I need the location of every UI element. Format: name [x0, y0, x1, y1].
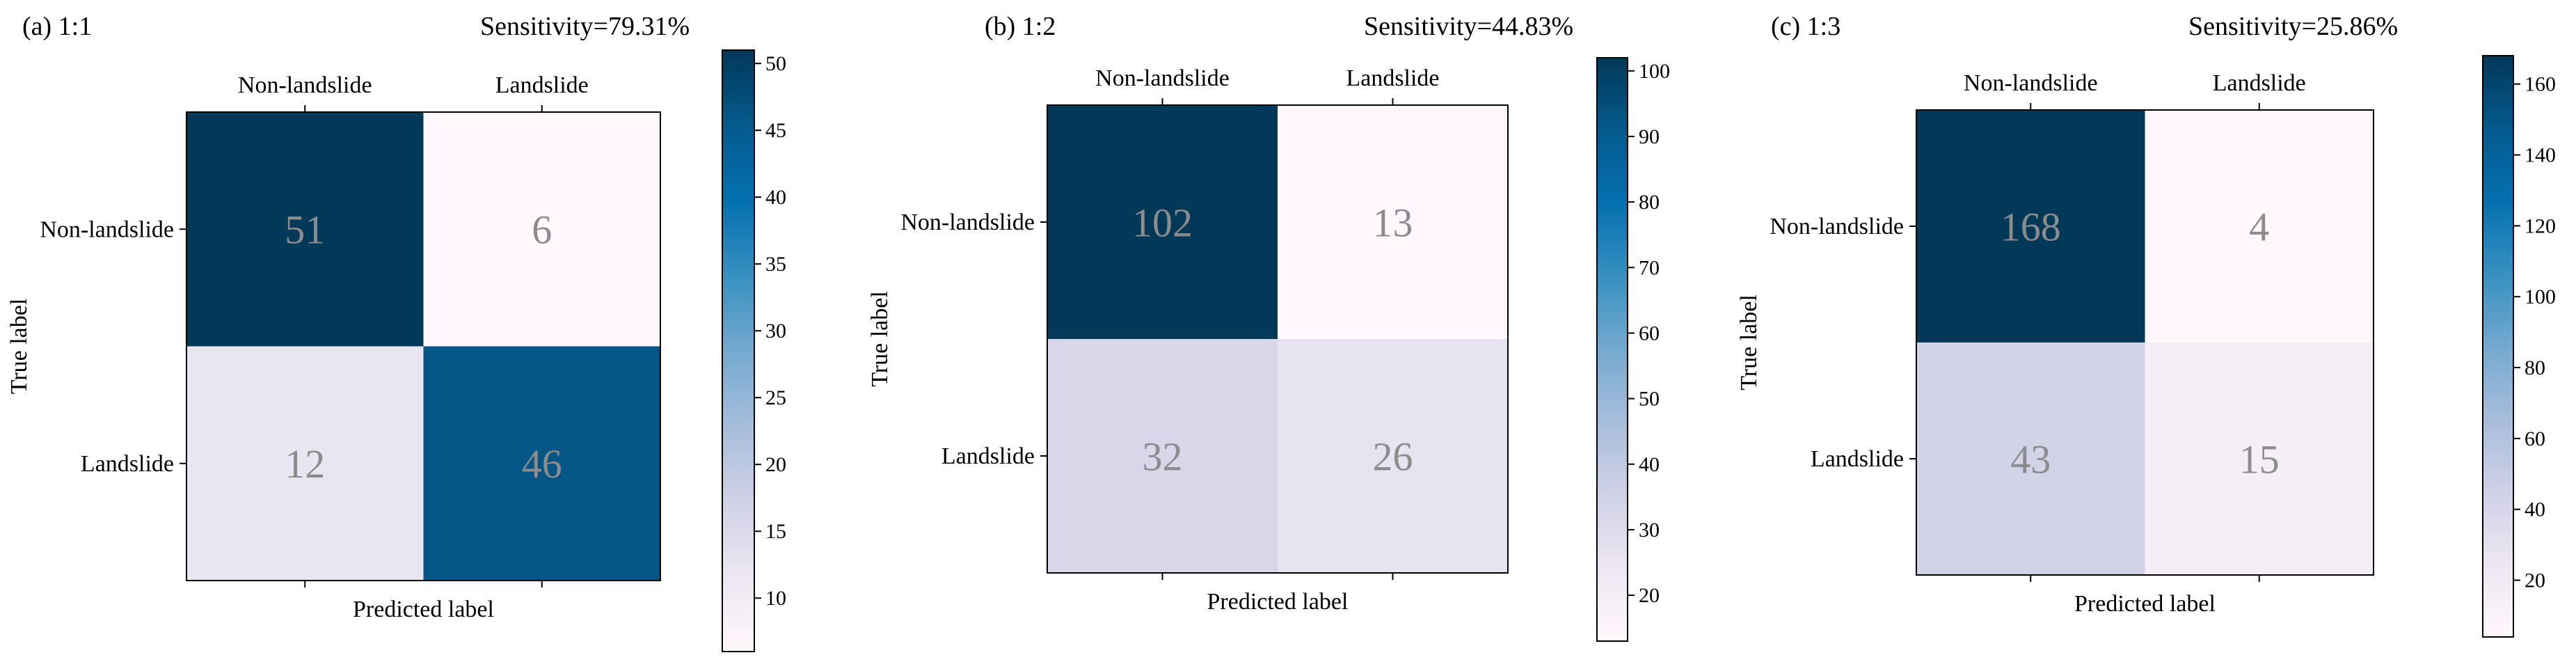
colorbar-tick-label: 30: [1639, 519, 1660, 542]
colorbar-tick-label: 80: [2525, 356, 2545, 379]
y-tick-label: Non-landslide: [1770, 214, 1904, 239]
chart-title: Sensitivity=79.31%: [480, 12, 690, 41]
matrix-cell: [1916, 342, 2145, 575]
y-axis-label: True label: [1736, 294, 1762, 391]
x-tick-label: Non-landslide: [1095, 65, 1230, 91]
x-tick-label: Landslide: [2213, 70, 2306, 96]
matrix-cell: [2145, 342, 2374, 575]
cell-value-label: 32: [1143, 434, 1183, 479]
colorbar-tick-label: 20: [2525, 569, 2545, 592]
colorbar-tick-label: 50: [1639, 388, 1660, 411]
matrix-frame: [186, 111, 661, 581]
x-tick-label: Landslide: [1346, 65, 1439, 91]
matrix-cell: [1278, 105, 1508, 339]
colorbar-tick-label: 15: [765, 520, 786, 543]
colorbar: [722, 49, 755, 652]
cell-value-label: 51: [285, 207, 325, 253]
x-axis-label: Predicted label: [1207, 589, 1349, 615]
y-axis-label: True label: [867, 291, 893, 387]
y-tick-label: Non-landslide: [40, 216, 174, 242]
cell-value-label: 168: [2001, 204, 2061, 249]
colorbar-tick-label: 160: [2525, 73, 2556, 96]
cell-value-label: 6: [532, 207, 552, 253]
matrix-cell: [423, 112, 660, 347]
panel-3: (c) 1:3 Sensitivity=25.86% 168 4 43 15 Non-lan…: [1736, 12, 2556, 638]
cell-value-label: 102: [1132, 200, 1193, 245]
cell-value-label: 46: [522, 441, 562, 487]
y-tick-label: Landslide: [81, 451, 174, 477]
matrix-frame: [1047, 104, 1509, 574]
chart-title: Sensitivity=25.86%: [2188, 12, 2398, 41]
matrix-frame: [1916, 109, 2374, 576]
colorbar-tick-label: 45: [765, 119, 786, 142]
y-tick-label: Non-landslide: [900, 210, 1035, 235]
x-tick-label: Non-landslide: [238, 72, 372, 98]
x-axis-label: Predicted label: [2074, 591, 2216, 617]
panel-label: (c) 1:3: [1771, 12, 1840, 41]
y-tick-label: Landslide: [1811, 446, 1904, 472]
colorbar-tick-label: 25: [765, 386, 786, 409]
cell-value-label: 4: [2249, 204, 2269, 249]
matrix-cell: [423, 346, 660, 581]
cell-value-label: 12: [285, 441, 325, 487]
colorbar-tick-label: 10: [765, 587, 786, 610]
cell-value-label: 26: [1373, 434, 1413, 479]
cell-value-label: 43: [2010, 436, 2051, 482]
panel-2: (b) 1:2 Sensitivity=44.83% 102 13 32 26 Non-la…: [867, 12, 1670, 642]
cell-value-label: 13: [1373, 200, 1413, 245]
cell-value-label: 15: [2239, 436, 2280, 482]
colorbar-tick-label: 40: [1639, 453, 1660, 476]
colorbar-tick-label: 80: [1639, 191, 1660, 214]
panel-1: (a) 1:1 Sensitivity=79.31% 51 6 12 46 Non-land…: [6, 12, 786, 652]
colorbar-tick-label: 20: [1639, 584, 1660, 607]
colorbar-tick-label: 20: [765, 453, 786, 476]
colorbar: [1596, 57, 1628, 642]
matrix-cell: [186, 346, 424, 581]
matrix-cell: [1278, 339, 1508, 573]
colorbar-tick-label: 30: [765, 320, 786, 342]
colorbar-tick-label: 35: [765, 253, 786, 276]
chart-title: Sensitivity=44.83%: [1364, 12, 1573, 41]
colorbar-tick-label: 60: [2525, 427, 2545, 450]
x-tick-label: Non-landslide: [1964, 70, 2098, 96]
panel-label: (b) 1:2: [985, 12, 1056, 41]
matrix-cell: [186, 112, 424, 347]
colorbar-tick-label: 50: [765, 52, 786, 75]
matrix-cell: [1047, 105, 1278, 339]
matrix-cell: [1916, 110, 2145, 342]
colorbar-tick-label: 90: [1639, 125, 1660, 148]
colorbar-tick-label: 40: [765, 186, 786, 209]
y-axis-label: True label: [6, 299, 32, 395]
x-tick-label: Landslide: [495, 72, 589, 98]
matrix-cell: [1047, 339, 1278, 573]
y-tick-label: Landslide: [941, 443, 1035, 469]
matrix-cell: [2145, 110, 2374, 342]
colorbar-tick-label: 60: [1639, 322, 1660, 345]
colorbar-tick-label: 140: [2525, 144, 2556, 167]
colorbar-tick-label: 70: [1639, 256, 1660, 279]
colorbar-tick-label: 100: [2525, 285, 2556, 308]
colorbar: [2482, 55, 2514, 638]
x-axis-label: Predicted label: [353, 597, 494, 622]
colorbar-tick-label: 40: [2525, 498, 2545, 521]
colorbar-tick-label: 120: [2525, 214, 2556, 237]
colorbar-tick-label: 100: [1639, 60, 1670, 83]
panel-label: (a) 1:1: [22, 12, 92, 41]
